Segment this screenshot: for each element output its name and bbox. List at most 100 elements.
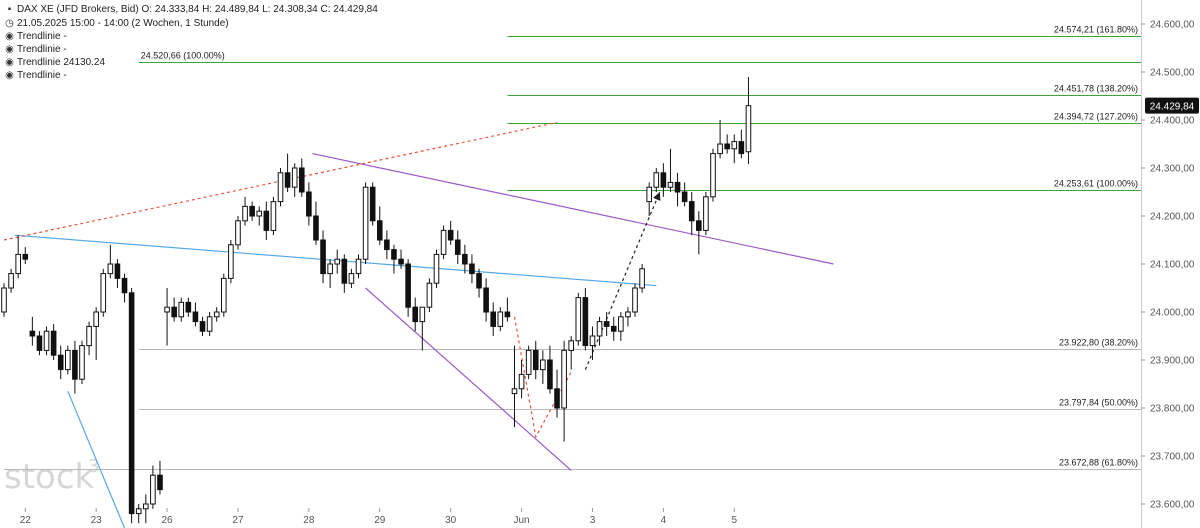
time-tick-label: 29 [374, 515, 386, 526]
candle-body [710, 153, 716, 198]
candle-body [731, 141, 738, 150]
candle-body [249, 205, 255, 217]
candle-body [348, 273, 355, 284]
candle-body [8, 273, 14, 289]
fib-level-label: 24.520,66 (100.00%) [141, 51, 225, 61]
candle-body [206, 316, 213, 332]
candle-body [263, 210, 270, 231]
candle-body [72, 349, 78, 380]
indicator-row[interactable]: ◉ Trendlinie 24130.24 [4, 57, 105, 68]
instrument-square-icon: ▪ [7, 4, 12, 15]
candle-body [362, 186, 369, 260]
trendline [584, 191, 661, 370]
time-tick-label: 23 [91, 515, 103, 526]
candle-body [178, 301, 185, 318]
last-price-label: 24.429,84 [1150, 102, 1195, 113]
indicator-toggle-icon[interactable]: ◉ [5, 70, 14, 81]
trendline [513, 316, 572, 439]
candle-body [433, 253, 440, 284]
indicator-row[interactable]: ◉ Trendlinie - [4, 70, 67, 81]
candle-body [355, 258, 362, 275]
indicator-toggle-icon[interactable]: ◉ [5, 31, 14, 42]
time-tick-label: 3 [590, 515, 596, 526]
indicator-label: Trendlinie - [17, 44, 67, 55]
candle-body [596, 321, 603, 337]
candle-body [462, 253, 468, 265]
price-tick-label: 23.600,00 [1150, 500, 1195, 511]
indicator-label: Trendlinie - [17, 70, 67, 81]
candle-body [618, 316, 624, 332]
candle-body [674, 181, 681, 193]
candle-body [717, 143, 723, 155]
candle-body [29, 330, 36, 337]
indicator-toggle-icon[interactable]: ◉ [5, 57, 14, 68]
candle-body [589, 335, 596, 347]
candle-body [79, 345, 85, 380]
price-tick-label: 24.600,00 [1150, 20, 1195, 31]
candle-body [320, 239, 326, 275]
candle-body [554, 388, 560, 409]
price-tick-label: 24.400,00 [1150, 116, 1195, 127]
clock-icon: ◷ [5, 18, 14, 29]
indicator-toggle-icon[interactable]: ◉ [5, 44, 14, 55]
candle-body [150, 474, 156, 505]
candle-body [57, 354, 64, 371]
candle-body [688, 201, 695, 222]
price-tick-label: 23.800,00 [1150, 404, 1195, 415]
candle-body [745, 105, 752, 153]
candle-body [525, 349, 532, 375]
indicator-row[interactable]: ◉ Trendlinie - [4, 44, 67, 55]
candle-body [192, 311, 199, 323]
price-tick-label: 24.200,00 [1150, 212, 1195, 223]
arrow-head [653, 192, 661, 201]
instrument-line: ▪ DAX XE (JFD Brokers, Bid) O: 24.333,84 … [4, 4, 378, 15]
fib-level-label: 24.451,78 (138.20%) [1054, 84, 1138, 94]
time-range-line: ◷ 21.05.2025 15:00 - 14:00 (2 Wochen, 1 S… [4, 18, 229, 29]
candle-body [426, 282, 433, 308]
candle-body [277, 172, 284, 203]
fib-level-label: 24.574,21 (161.80%) [1054, 25, 1138, 35]
candle-body [185, 301, 192, 313]
candle-body [376, 220, 383, 241]
candle-body [43, 330, 50, 351]
candle-body [610, 325, 617, 332]
candle-body [724, 143, 730, 150]
candle-body [65, 349, 71, 371]
candle-body [121, 277, 128, 294]
candle-body [86, 325, 92, 347]
candle-body [164, 306, 170, 313]
candle-body [270, 201, 277, 231]
candle-body [334, 258, 341, 265]
candle-body [50, 330, 57, 356]
time-tick-label: 22 [20, 515, 32, 526]
candle-body [22, 253, 29, 260]
indicator-label: Trendlinie 24130.24 [17, 57, 106, 68]
candle-body [199, 321, 206, 332]
price-axis: 23.600,00 23.700,00 23.800,00 23.900,00 24.0… [1141, 0, 1195, 528]
candle-body [547, 359, 553, 390]
watermark-superscript: 3 [88, 456, 99, 477]
candle-body [228, 244, 234, 279]
trendline [365, 287, 572, 471]
candle-body [490, 311, 497, 327]
watermark-text: stock [4, 457, 95, 497]
last-price-box [1145, 97, 1199, 114]
candle-body [369, 186, 376, 222]
last-price-marker: 24.429,84 [1145, 97, 1199, 114]
candle-body [540, 359, 546, 371]
time-tick-label: 30 [445, 515, 457, 526]
indicator-row[interactable]: ◉ Trendlinie - [4, 31, 67, 42]
time-tick-label: 5 [731, 515, 737, 526]
candle-body [213, 311, 220, 318]
trendlines [3, 121, 834, 528]
price-tick-label: 24.000,00 [1150, 308, 1195, 319]
candle-body [36, 335, 43, 351]
candle-body [384, 239, 390, 251]
time-tick-label: Jun [514, 515, 530, 526]
candle-body [242, 205, 248, 222]
candle-body [419, 306, 426, 323]
price-tick-label: 23.900,00 [1150, 356, 1195, 367]
candle-body [469, 263, 475, 275]
trendline [67, 390, 126, 528]
